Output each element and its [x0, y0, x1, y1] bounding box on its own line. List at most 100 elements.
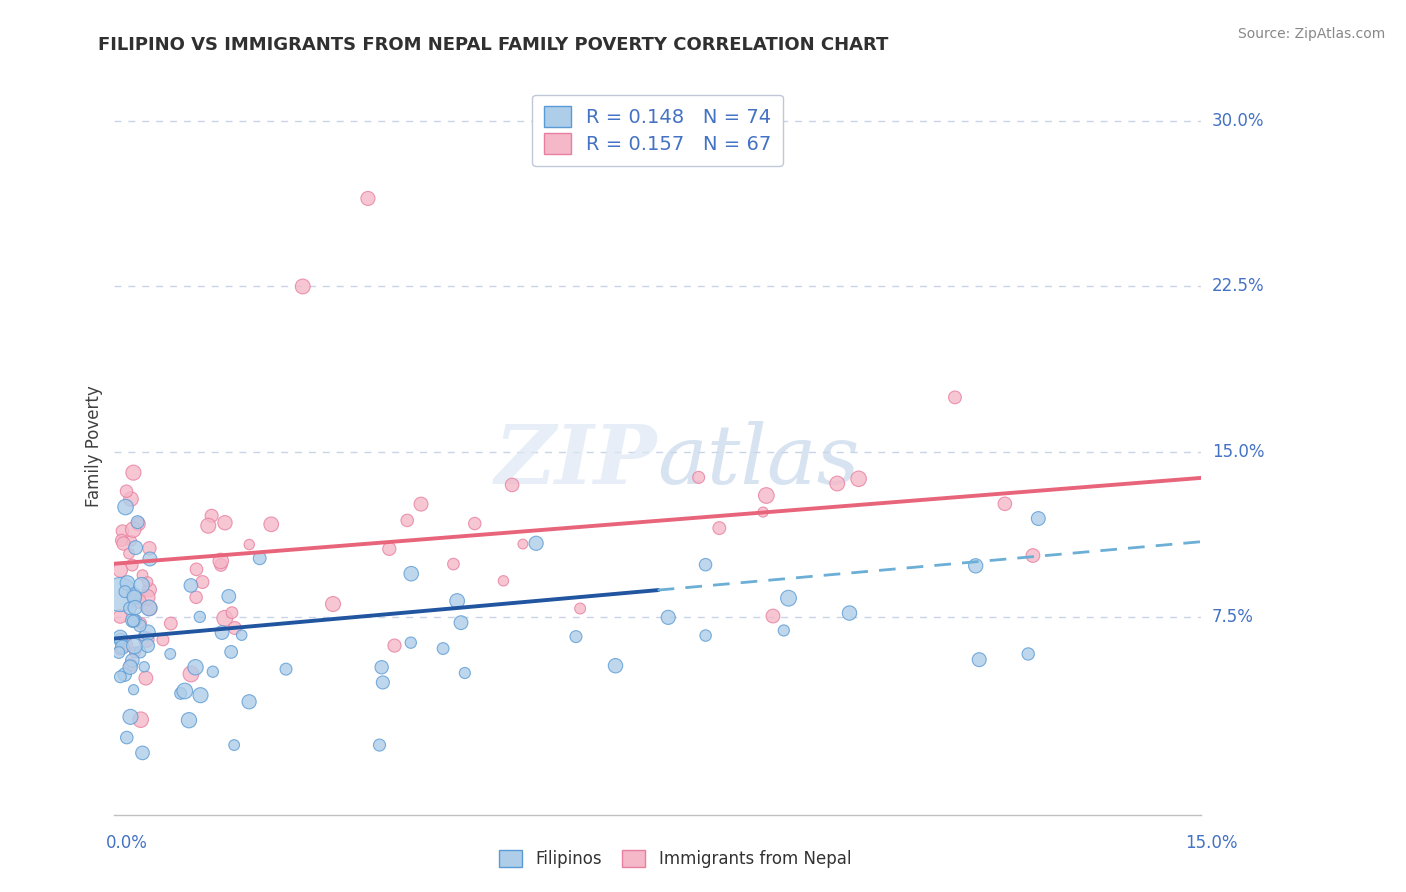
Point [135, 671, 157, 685]
Point [138, 582, 160, 597]
Point [454, 665, 477, 680]
Point [512, 537, 534, 551]
Point [409, 497, 432, 511]
Point [135, 632, 157, 647]
Point [214, 516, 236, 530]
Point [994, 497, 1017, 511]
Text: ZIP: ZIP [495, 421, 658, 500]
Point [709, 521, 731, 535]
Point [120, 658, 142, 673]
Point [249, 551, 271, 566]
Point [134, 659, 156, 673]
Point [114, 638, 136, 652]
Point [943, 390, 966, 404]
Point [211, 625, 233, 640]
Point [224, 621, 246, 635]
Point [136, 639, 159, 653]
Point [838, 606, 860, 620]
Y-axis label: Family Poverty: Family Poverty [86, 385, 103, 507]
Point [214, 611, 236, 625]
Point [399, 635, 422, 649]
Point [138, 601, 160, 615]
Point [115, 731, 138, 745]
Point [291, 279, 314, 293]
Point [124, 645, 146, 659]
Point [169, 686, 191, 700]
Point [464, 516, 486, 531]
Text: atlas: atlas [658, 421, 860, 500]
Point [184, 591, 207, 605]
Point [965, 558, 987, 573]
Point [122, 466, 145, 480]
Point [125, 614, 148, 628]
Legend: R = 0.148   N = 74, R = 0.157   N = 67: R = 0.148 N = 74, R = 0.157 N = 67 [531, 95, 783, 166]
Point [117, 576, 139, 591]
Point [378, 541, 401, 556]
Point [108, 588, 131, 602]
Text: FILIPINO VS IMMIGRANTS FROM NEPAL FAMILY POVERTY CORRELATION CHART: FILIPINO VS IMMIGRANTS FROM NEPAL FAMILY… [98, 36, 889, 54]
Point [131, 568, 153, 582]
Point [221, 606, 243, 620]
Point [186, 562, 208, 576]
Text: 22.5%: 22.5% [1212, 277, 1264, 295]
Point [159, 616, 181, 631]
Point [118, 601, 141, 615]
Point [762, 609, 785, 624]
Point [124, 591, 146, 605]
Point [1026, 511, 1049, 525]
Point [967, 653, 990, 667]
Point [114, 500, 136, 514]
Text: Source: ZipAtlas.com: Source: ZipAtlas.com [1237, 27, 1385, 41]
Point [209, 558, 232, 572]
Point [501, 478, 523, 492]
Point [188, 610, 211, 624]
Point [371, 675, 394, 690]
Point [111, 640, 134, 655]
Point [688, 470, 710, 484]
Point [695, 558, 717, 572]
Text: 0.0%: 0.0% [105, 834, 148, 852]
Point [755, 489, 778, 503]
Point [129, 713, 152, 727]
Point [197, 518, 219, 533]
Point [569, 601, 592, 615]
Point [108, 609, 131, 624]
Point [111, 524, 134, 538]
Point [657, 610, 679, 624]
Point [108, 646, 131, 660]
Point [136, 591, 159, 605]
Point [131, 578, 153, 592]
Point [180, 578, 202, 592]
Point [201, 508, 224, 523]
Point [565, 630, 588, 644]
Point [138, 601, 160, 615]
Point [238, 537, 260, 551]
Point [260, 517, 283, 532]
Point [124, 600, 146, 615]
Point [110, 670, 132, 684]
Point [450, 615, 472, 630]
Point [132, 629, 155, 643]
Point [180, 667, 202, 681]
Point [848, 472, 870, 486]
Point [122, 614, 145, 628]
Point [370, 660, 392, 674]
Point [1017, 647, 1039, 661]
Point [238, 695, 260, 709]
Point [128, 516, 150, 531]
Point [695, 629, 717, 643]
Point [173, 684, 195, 698]
Point [772, 624, 794, 638]
Text: 15.0%: 15.0% [1185, 834, 1237, 852]
Point [184, 660, 207, 674]
Point [114, 584, 136, 599]
Point [131, 746, 153, 760]
Point [108, 643, 131, 657]
Point [432, 641, 454, 656]
Point [357, 191, 380, 205]
Point [128, 594, 150, 608]
Point [139, 552, 162, 566]
Text: 30.0%: 30.0% [1212, 112, 1264, 130]
Point [129, 645, 152, 659]
Point [138, 541, 160, 556]
